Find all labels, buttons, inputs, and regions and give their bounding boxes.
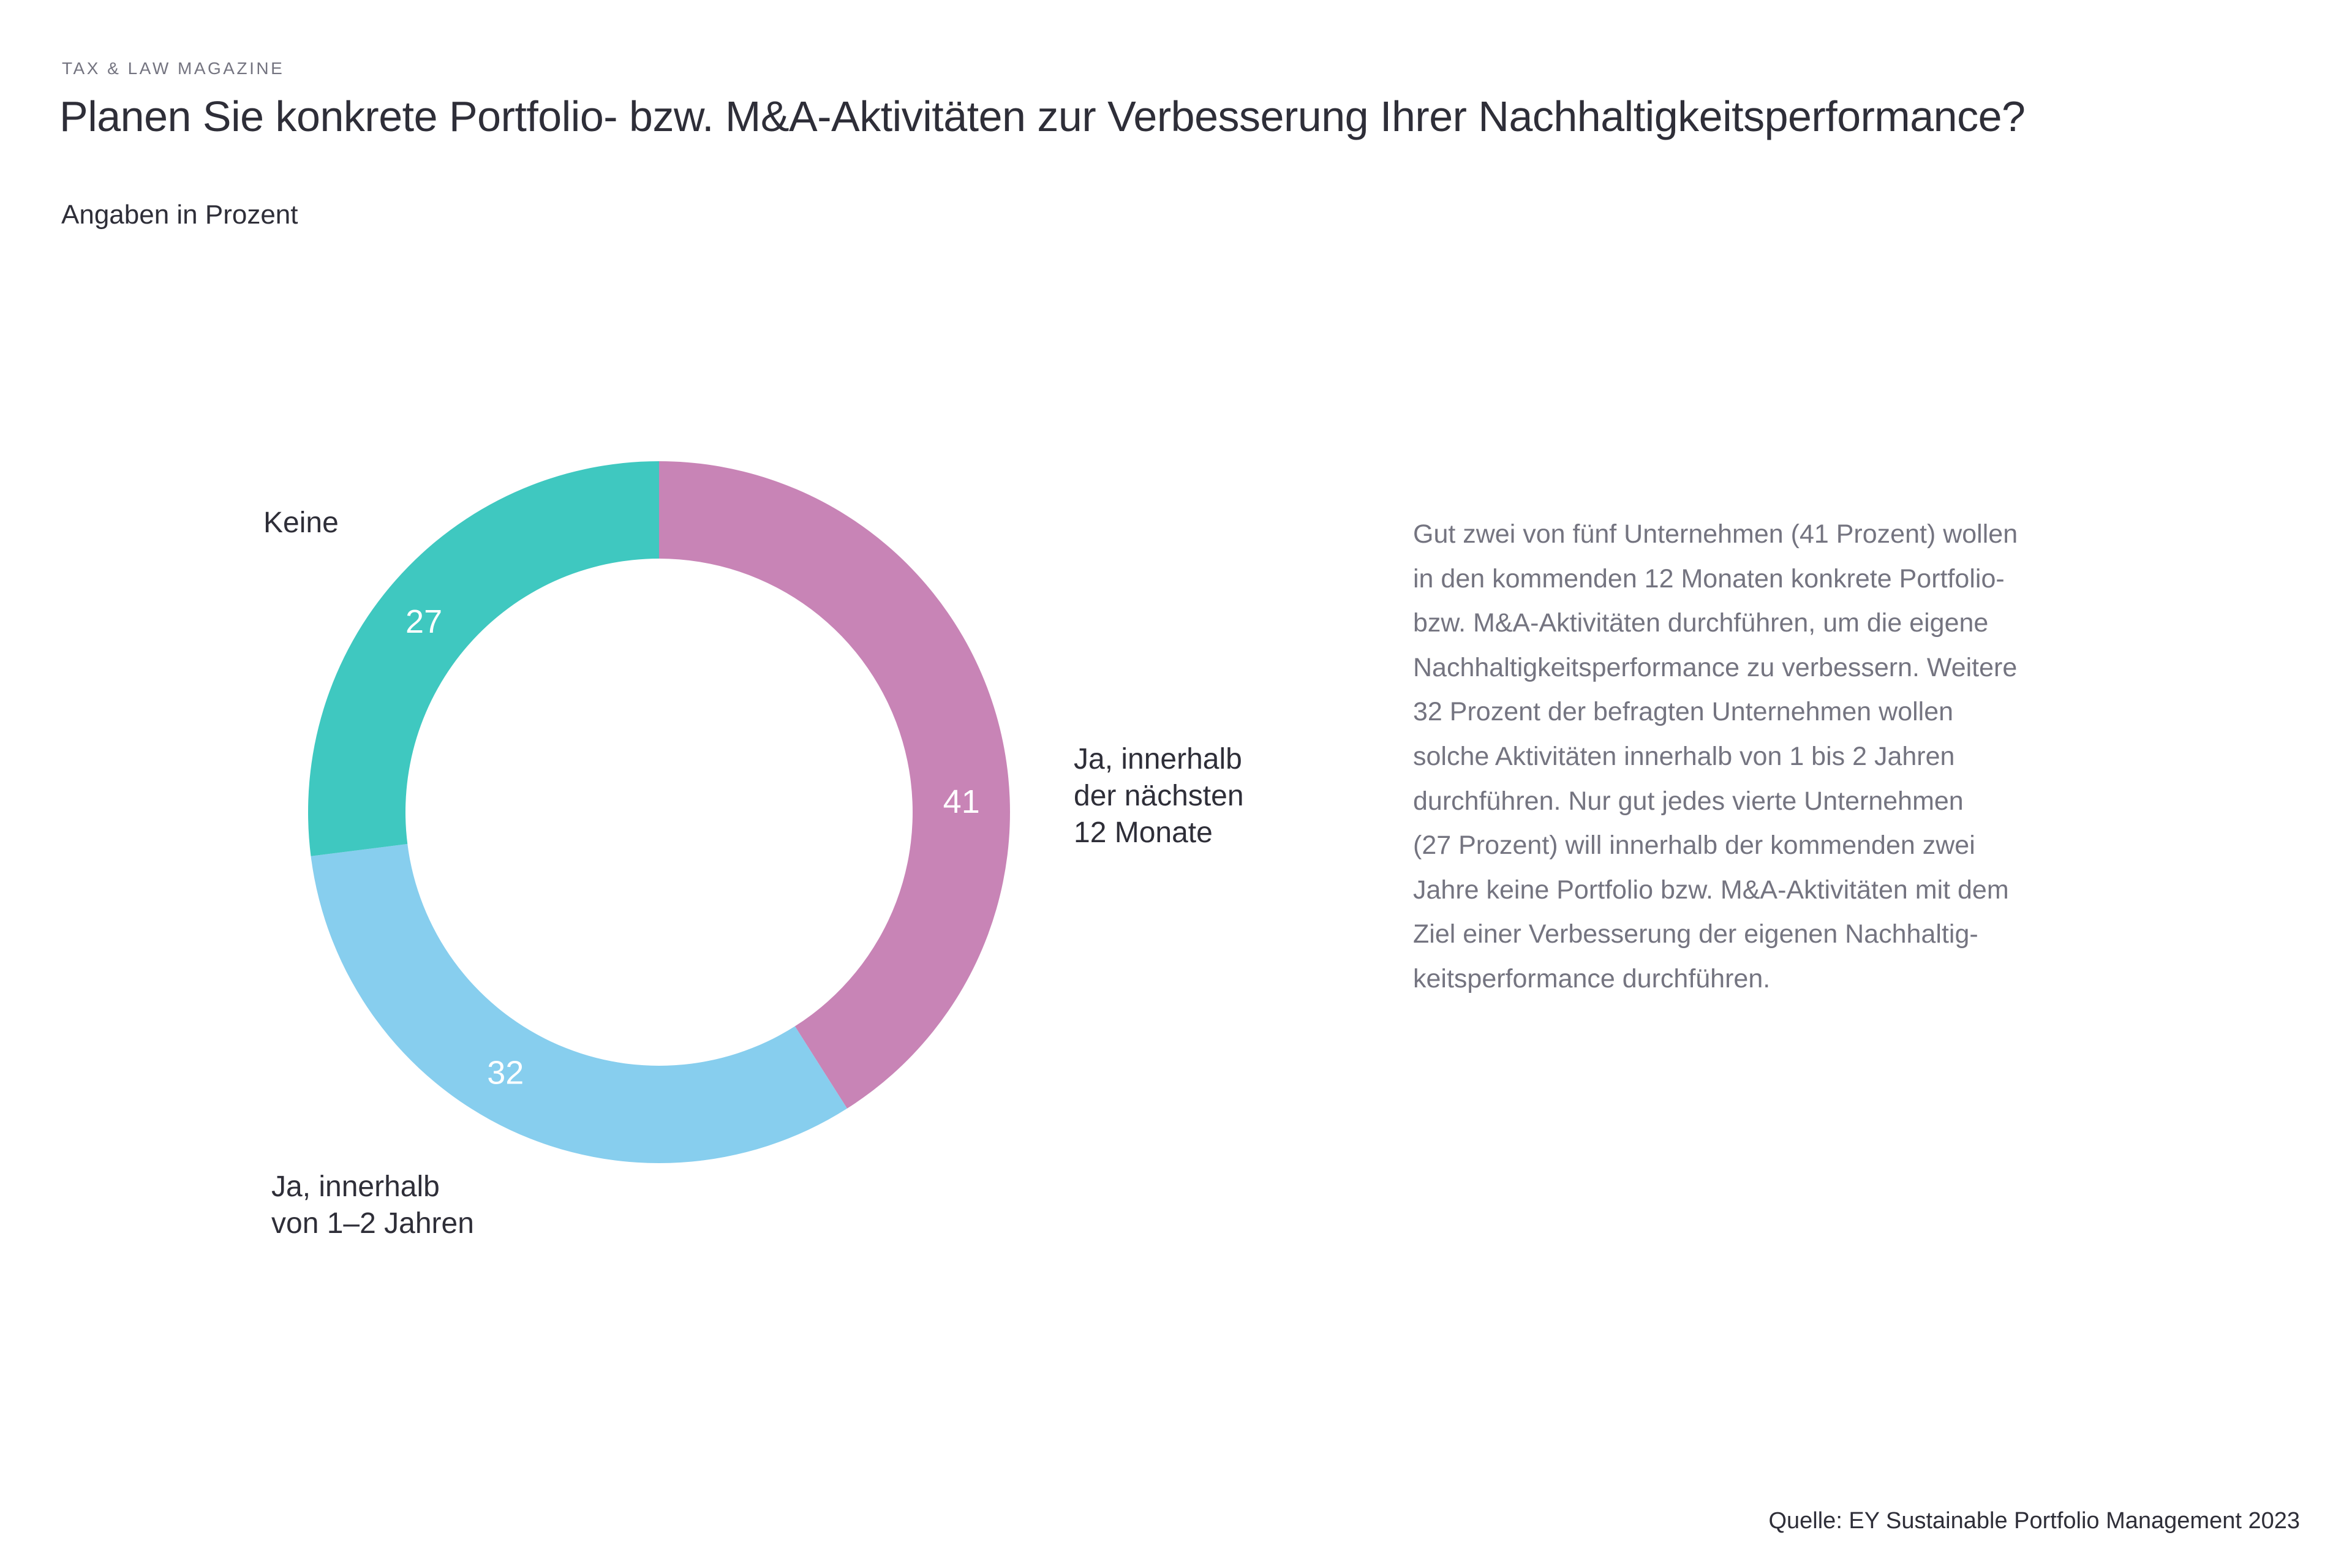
segment-label-line: Ja, innerhalb: [1074, 743, 1242, 775]
donut-segment: [659, 461, 1010, 1109]
magazine-eyebrow: TAX & LAW MAGAZINE: [62, 59, 285, 78]
segment-label-line: Keine: [263, 507, 339, 539]
segment-label-line: 12 Monate: [1074, 816, 1213, 849]
commentary-line: solche Aktivitäten innerhalb von 1 bis 2…: [1413, 741, 1955, 771]
commentary-text: Gut zwei von fünf Unternehmen (41 Prozen…: [1413, 512, 2136, 1001]
donut-segment: [307, 461, 659, 856]
segment-value-label: 32: [487, 1055, 524, 1091]
segment-value-label: 41: [943, 783, 980, 820]
commentary-line: in den kommenden 12 Monaten konkrete Por…: [1413, 564, 2005, 594]
chart-unit-note: Angaben in Prozent: [61, 200, 298, 230]
segment-label-line: der nächsten: [1074, 780, 1244, 812]
segment-label-keine: Keine: [263, 505, 339, 541]
commentary-line: Ziel einer Verbesserung der eigenen Nach…: [1413, 919, 1978, 949]
commentary-line: keitsperformance durchführen.: [1413, 963, 1771, 993]
donut-segment: [311, 843, 848, 1164]
commentary-line: Gut zwei von fünf Unternehmen (41 Prozen…: [1413, 519, 2018, 549]
page-title: Planen Sie konkrete Portfolio- bzw. M&A-…: [59, 92, 2026, 140]
commentary-line: Nachhaltigkeitsperformance zu verbessern…: [1413, 652, 2018, 682]
donut-chart: 41 32 27: [307, 461, 1010, 1164]
commentary-line: 32 Prozent der befragten Unternehmen wol…: [1413, 697, 1954, 727]
segment-label-1-2-jahre: Ja, innerhalb von 1–2 Jahren: [271, 1169, 474, 1242]
source-note: Quelle: EY Sustainable Portfolio Managem…: [1768, 1508, 2300, 1534]
segment-label-line: Ja, innerhalb: [271, 1170, 440, 1203]
commentary-line: Jahre keine Portfolio bzw. M&A-Aktivität…: [1413, 875, 2009, 905]
commentary-line: bzw. M&A-Aktivitäten durchführen, um die…: [1413, 608, 1989, 638]
segment-label-line: von 1–2 Jahren: [271, 1207, 474, 1240]
segment-value-label: 27: [405, 603, 442, 640]
segment-label-12-monate: Ja, innerhalb der nächsten 12 Monate: [1074, 741, 1244, 851]
commentary-line: durchführen. Nur gut jedes vierte Untern…: [1413, 786, 1964, 816]
commentary-line: (27 Prozent) will innerhalb der kommende…: [1413, 831, 1975, 861]
